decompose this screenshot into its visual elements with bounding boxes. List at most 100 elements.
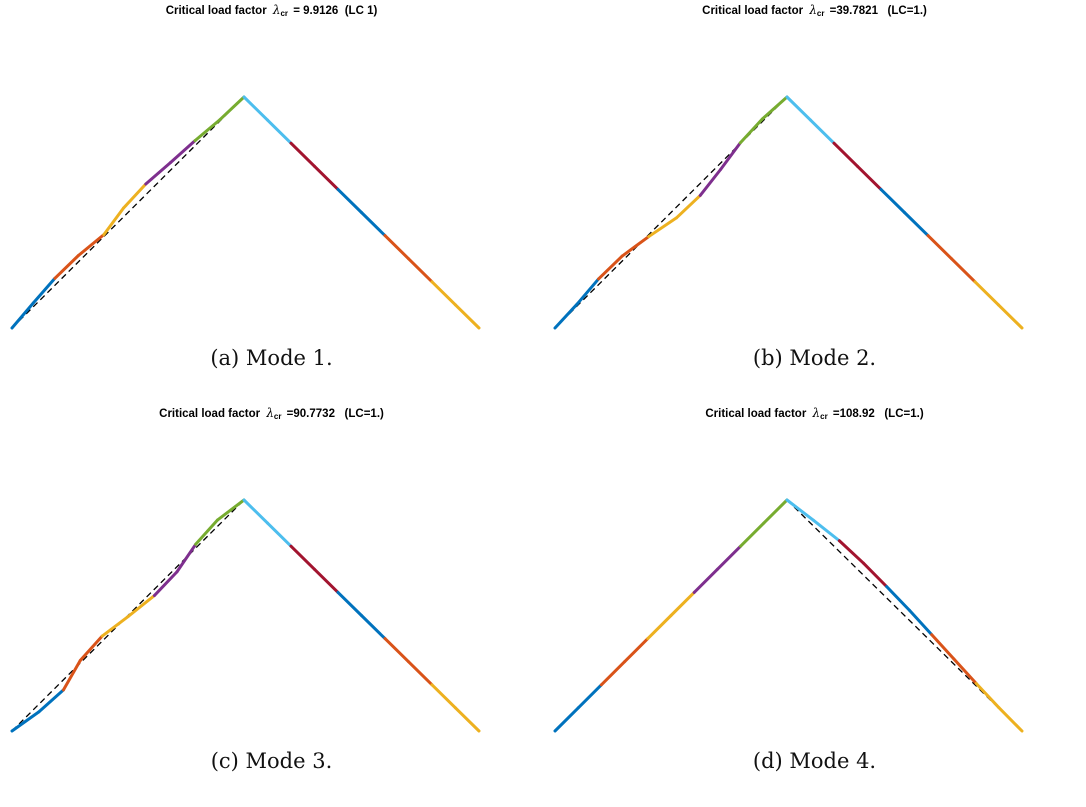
left-member-segment — [620, 235, 651, 258]
lambda-subscript: cr — [820, 412, 828, 421]
right-member-segment — [407, 660, 434, 687]
panel-title: Critical load factor λcr = 9.9126 (LC 1) — [0, 3, 543, 18]
left-member-segment — [646, 614, 673, 641]
right-member-segment — [997, 706, 1024, 733]
panel-mode-3: Critical load factor λcr =90.7732 (LC=1.… — [0, 403, 543, 806]
left-member-segment — [692, 567, 719, 594]
left-member-segment — [61, 658, 82, 692]
right-member-segment — [430, 683, 457, 710]
right-member-segment — [974, 682, 1001, 710]
right-member-segment — [313, 567, 340, 594]
left-member-segment — [715, 544, 743, 571]
right-member-segment — [454, 706, 481, 733]
panel-title: Critical load factor λcr =108.92 (LC=1.) — [543, 406, 1086, 421]
panel-mode-1: Critical load factor λcr = 9.9126 (LC 1)… — [0, 0, 543, 403]
left-member-segment — [623, 637, 650, 664]
left-member-segment — [738, 117, 765, 145]
left-member-segment — [597, 254, 624, 281]
right-member-segment — [407, 257, 434, 284]
left-member-segment — [216, 498, 246, 522]
left-member-segment — [144, 160, 173, 186]
left-member-segment — [193, 117, 222, 143]
lambda-subscript: cr — [280, 9, 289, 18]
left-member-segment — [669, 590, 696, 617]
lambda-subscript: cr — [273, 412, 282, 421]
left-member-segment — [576, 683, 603, 710]
left-member-segment — [175, 542, 198, 574]
right-member-segment — [997, 303, 1024, 330]
left-member-segment — [719, 141, 742, 171]
left-member-segment — [218, 95, 246, 121]
panel-caption: (a) Mode 1. — [210, 346, 333, 370]
right-member-segment — [313, 164, 340, 191]
left-member-segment — [674, 193, 702, 220]
left-member-segment — [102, 206, 126, 237]
panel-caption: (d) Mode 4. — [752, 749, 877, 773]
right-member-segment — [926, 234, 953, 261]
right-member-segment — [336, 187, 363, 214]
right-member-segment — [903, 211, 930, 238]
left-member-segment — [761, 95, 789, 121]
right-member-segment — [266, 521, 293, 548]
title-value: =90.7732 (LC=1.) — [283, 408, 384, 420]
right-member-segment — [383, 637, 410, 664]
right-member-segment — [908, 608, 934, 637]
left-member-segment — [127, 594, 156, 618]
right-member-segment — [973, 280, 1000, 307]
right-member-segment — [454, 303, 481, 330]
right-member-segment — [811, 518, 841, 543]
right-member-segment — [785, 95, 812, 122]
left-member-segment — [53, 254, 80, 280]
panel-title: Critical load factor λcr =90.7732 (LC=1.… — [0, 406, 543, 421]
left-member-segment — [122, 182, 148, 210]
lambda-symbol: λ — [272, 3, 281, 17]
title-value: = 9.9126 (LC 1) — [290, 5, 378, 17]
lambda-symbol: λ — [266, 406, 274, 420]
right-member-segment — [856, 164, 883, 191]
panel-mode-2: Critical load factor λcr =39.7821 (LC=1.… — [543, 0, 1086, 403]
right-member-segment — [336, 590, 363, 617]
left-member-segment — [169, 139, 197, 164]
right-member-segment — [809, 118, 836, 145]
left-member-segment — [647, 216, 678, 239]
right-member-segment — [950, 257, 977, 284]
title-prefix: Critical load factor — [702, 5, 804, 17]
right-member-segment — [430, 280, 457, 307]
left-member-segment — [31, 276, 57, 305]
right-member-segment — [861, 561, 889, 589]
undeformed-reference-line — [11, 96, 245, 329]
left-member-segment — [553, 706, 580, 733]
right-member-segment — [785, 498, 815, 522]
left-member-segment — [10, 710, 41, 733]
right-member-segment — [289, 141, 316, 168]
right-member-segment — [837, 539, 865, 565]
left-member-segment — [152, 570, 179, 598]
title-value: =39.7821 (LC=1.) — [826, 5, 927, 17]
title-prefix: Critical load factor — [705, 408, 807, 420]
right-member-segment — [885, 585, 912, 612]
lambda-subscript: cr — [816, 9, 825, 18]
left-member-segment — [78, 634, 104, 662]
right-member-segment — [952, 657, 978, 686]
left-member-segment — [739, 521, 766, 548]
left-member-segment — [37, 688, 65, 714]
left-member-segment — [599, 660, 627, 687]
left-member-segment — [76, 233, 106, 258]
title-value: =108.92 (LC=1.) — [829, 408, 924, 420]
right-member-segment — [266, 118, 293, 145]
right-member-segment — [242, 498, 269, 525]
left-member-segment — [553, 302, 579, 330]
right-member-segment — [360, 211, 387, 238]
title-prefix: Critical load factor — [159, 408, 261, 420]
left-member-segment — [10, 301, 35, 330]
panel-caption: (c) Mode 3. — [210, 749, 333, 773]
right-member-segment — [360, 614, 387, 641]
left-member-segment — [575, 277, 601, 306]
left-member-segment — [100, 614, 131, 638]
panel-caption: (b) Mode 2. — [752, 346, 877, 370]
frame-diagram — [10, 95, 481, 330]
panel-title: Critical load factor λcr =39.7821 (LC=1.… — [543, 3, 1086, 18]
panel-mode-4: Critical load factor λcr =108.92 (LC=1.)… — [543, 403, 1086, 806]
right-member-segment — [879, 187, 906, 214]
left-member-segment — [698, 167, 723, 197]
